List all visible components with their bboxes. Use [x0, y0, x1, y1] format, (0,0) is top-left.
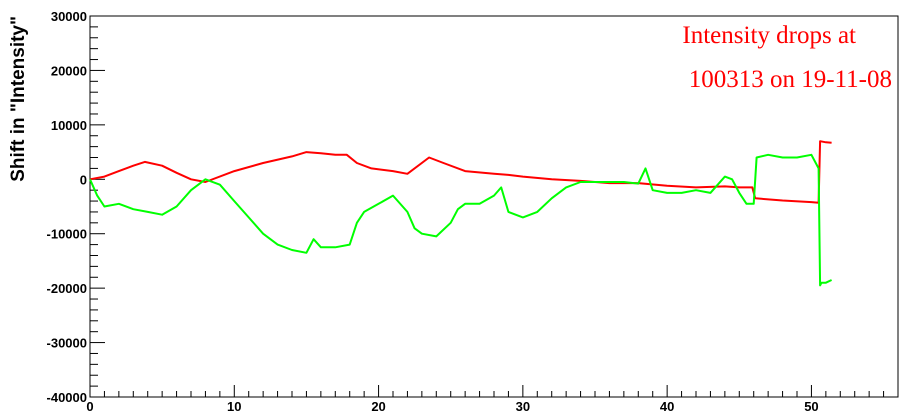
- y-axis-title: Shift in "Intensity": [8, 16, 29, 182]
- series-line-2: [89, 153, 833, 287]
- x-tick-label: 30: [516, 399, 530, 414]
- x-tick-label: 20: [371, 399, 385, 414]
- annotation-line-1: Intensity drops at: [682, 22, 856, 49]
- x-tick-label: 0: [86, 399, 93, 414]
- y-tick-label: -20000: [47, 281, 87, 296]
- series-line-1: [89, 140, 832, 204]
- x-tick-label: 50: [804, 399, 818, 414]
- axis-ticks: [89, 15, 899, 398]
- y-tick-label: 30000: [51, 9, 87, 24]
- annotation-line-2: 100313 on 19-11-08: [689, 66, 892, 93]
- y-tick-label: -40000: [47, 390, 87, 405]
- y-tick-label: 0: [80, 172, 87, 187]
- y-tick-label: -30000: [47, 336, 87, 351]
- y-tick-label: -10000: [47, 227, 87, 242]
- y-tick-label: 10000: [51, 118, 87, 133]
- x-tick-label: 10: [227, 399, 241, 414]
- axis-tick-labels: -40000 -30000 -20000 -10000 0 10000 20000 30000…: [47, 9, 819, 414]
- series-layer: [89, 140, 833, 287]
- y-tick-label: 20000: [51, 63, 87, 78]
- x-tick-label: 40: [660, 399, 674, 414]
